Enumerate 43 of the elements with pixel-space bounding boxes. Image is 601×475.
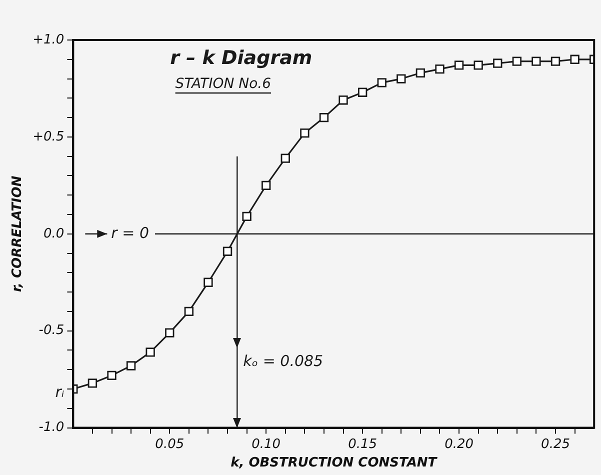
x-tick-label: 0.25 — [541, 436, 570, 452]
text: STATION No.6 — [175, 76, 272, 92]
point — [396, 74, 406, 84]
point — [107, 370, 116, 380]
chart-title: r – k Diagram — [170, 47, 312, 69]
point — [570, 54, 580, 64]
point — [262, 180, 271, 190]
x-axis-title: k, OBSTRUCTION CONSTANT — [230, 456, 438, 471]
y-tick-label: +1.0 — [32, 32, 64, 48]
y-tick-label: +0.5 — [32, 129, 64, 144]
point — [338, 96, 348, 105]
point — [242, 212, 252, 222]
point — [88, 378, 98, 388]
point — [165, 328, 174, 338]
point — [204, 278, 213, 287]
x-tick-label: 0.15 — [348, 436, 378, 452]
annotation: rᵢ — [55, 382, 64, 401]
point — [280, 154, 290, 163]
point — [300, 128, 310, 138]
point — [184, 306, 194, 316]
y-tick-label: 0.0 — [43, 226, 64, 242]
point — [319, 112, 329, 122]
point — [416, 68, 426, 78]
x-tick-label: 0.10 — [252, 436, 281, 452]
y-axis-title: r, CORRELATION — [10, 176, 26, 292]
point — [358, 88, 368, 97]
point — [474, 60, 483, 70]
x-tick-label: 0.20 — [444, 436, 474, 452]
point — [454, 60, 464, 70]
point — [146, 348, 155, 357]
ref-line-label: r = 0 — [111, 224, 149, 242]
point — [550, 56, 560, 66]
point — [435, 64, 444, 74]
point — [222, 246, 232, 256]
point — [493, 58, 502, 68]
point — [377, 78, 386, 88]
point — [126, 361, 136, 370]
point — [532, 56, 541, 66]
y-tick-label: -0.5 — [38, 323, 64, 338]
y-tick-label: -1.0 — [38, 420, 64, 436]
point — [512, 56, 522, 66]
x-tick-label: 0.05 — [155, 436, 184, 452]
ref-line-label: kₒ = 0.085 — [243, 352, 324, 370]
